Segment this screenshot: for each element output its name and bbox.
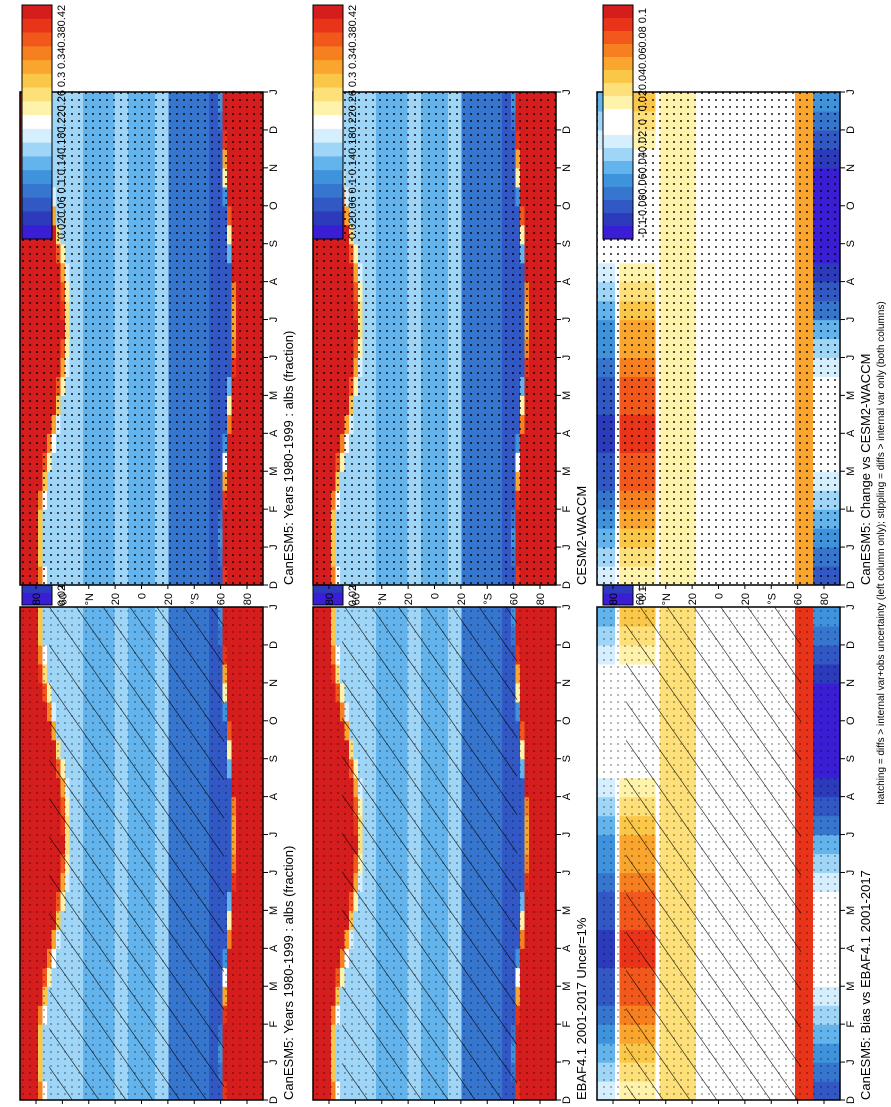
x-tick-label: J <box>268 89 280 95</box>
colorbar-label: 0.1 <box>56 178 68 193</box>
x-tick-label: O <box>561 716 573 725</box>
x-tick-label: S <box>268 755 280 762</box>
x-tick-label: A <box>268 944 280 952</box>
x-tick-label: F <box>561 1021 573 1028</box>
y-tick-label: 20 <box>163 593 175 605</box>
colorbar-label: 0.34 <box>56 47 68 68</box>
x-tick-label: J <box>268 1059 280 1065</box>
x-tick-label: J <box>561 604 573 610</box>
colorbar-label: 0.14 <box>56 154 68 175</box>
x-tick-label: D <box>268 581 280 589</box>
colorbar-swatch <box>22 156 52 171</box>
hatching-overlay <box>342 607 518 1100</box>
colorbar-swatch <box>313 592 343 606</box>
colorbar-swatch <box>22 225 52 240</box>
colorbar-frame <box>21 4 53 240</box>
chart-panel-1: D J F M A M J J A S O N D J 80 60 °N 20 0 20 °S 60 80 CanESM5: … <box>19 396 296 1104</box>
panel-title: CanESM5: Years 1980-1999 : albs (fractio… <box>281 331 296 585</box>
x-tick-label: J <box>561 1059 573 1065</box>
x-tick-label: D <box>268 1096 280 1104</box>
panel-title: EBAF4.1 2001-2017 Uncer=1% <box>574 917 589 1100</box>
x-tick-label: J <box>268 355 280 361</box>
x-tick-label: M <box>561 982 573 991</box>
colorbar-label: 0.02 <box>56 585 68 606</box>
colorbar: 0.420.380.34 0.3 0.260.220.180.14 0.1 0.060.… <box>21 4 68 240</box>
colorbar-label: 0.3 <box>56 72 68 87</box>
y-tick-label: °S <box>189 593 201 605</box>
y-tick-label: 80 <box>242 593 254 605</box>
colorbar-label: 0.02 <box>347 585 359 606</box>
x-tick-label: M <box>268 906 280 915</box>
y-tick-label: 60 <box>216 593 228 605</box>
x-tick-label: M <box>268 467 280 476</box>
x-tick-label: M <box>561 906 573 915</box>
colorbar-swatch <box>22 18 52 34</box>
x-tick-label: D <box>561 1096 573 1104</box>
colorbar-swatch <box>22 170 52 185</box>
colorbar-swatch <box>22 592 52 606</box>
y-tick-label: 80 <box>31 593 43 605</box>
stippling-overlay <box>20 92 263 585</box>
x-tick-label: F <box>268 1021 280 1028</box>
x-tick-label: A <box>268 277 280 285</box>
colorbar-swatch <box>22 60 52 75</box>
x-tick-label: S <box>561 755 573 762</box>
colorbar-swatch <box>22 211 52 226</box>
x-tick-label: N <box>561 679 573 687</box>
colorbar-label: 0.06 <box>56 196 68 217</box>
x-tick-label: J <box>268 870 280 876</box>
x-tick-label: M <box>268 982 280 991</box>
x-tick-label: J <box>561 870 573 876</box>
x-tick-label: D <box>561 641 573 649</box>
x-tick-label: F <box>268 506 280 513</box>
colorbar-swatch <box>22 5 52 20</box>
x-tick-label: O <box>268 201 280 210</box>
x-tick-label: J <box>268 544 280 550</box>
x-tick-label: N <box>268 164 280 172</box>
x-tick-label: D <box>268 126 280 134</box>
colorbar-swatch <box>22 87 52 102</box>
colorbar-swatch <box>22 197 52 212</box>
colorbar-swatch <box>22 183 52 199</box>
x-tick-label: A <box>561 792 573 800</box>
x-tick-label: J <box>268 604 280 610</box>
colorbar-swatch <box>22 32 52 47</box>
x-tick-label: N <box>268 679 280 687</box>
colorbar-swatch <box>22 46 52 61</box>
colorbar-label: 0.42 <box>56 5 68 26</box>
y-tick-label: 20 <box>110 593 122 605</box>
x-tick-label: A <box>561 944 573 952</box>
hatching-overlay <box>49 607 225 1100</box>
x-tick-label: A <box>268 792 280 800</box>
x-tick-label: J <box>268 317 280 323</box>
y-tick-label: 0 <box>137 593 149 599</box>
y-tick-label: 60 <box>57 593 69 605</box>
colorbar-label: 0.18 <box>56 133 68 154</box>
x-tick-label: J <box>268 832 280 838</box>
colorbar-swatch <box>22 115 52 130</box>
colorbar-label: 0.02 <box>56 218 68 239</box>
x-tick-label: J <box>561 832 573 838</box>
x-tick-label: D <box>268 641 280 649</box>
x-tick-label: A <box>268 429 280 437</box>
y-tick-label: °N <box>84 593 96 605</box>
colorbar-swatch <box>22 128 52 144</box>
colorbar-label: 0.26 <box>56 90 68 111</box>
chart-panel-2: D J F M A M J J A S O N D J 80 60 °N 20 0 20 °S 60 80 CanESM5: … <box>19 4 296 605</box>
colorbar-label: 0.38 <box>56 26 68 47</box>
colorbar-swatch <box>22 73 52 89</box>
colorbar-swatch <box>22 142 52 157</box>
x-tick-label: S <box>268 240 280 247</box>
x-tick-label: M <box>268 391 280 400</box>
panel-title: CanESM5: Years 1980-1999 : albs (fractio… <box>281 846 296 1100</box>
x-tick-label: O <box>268 716 280 725</box>
colorbar-label: 0.22 <box>56 111 68 132</box>
colorbar-swatch <box>22 101 52 116</box>
